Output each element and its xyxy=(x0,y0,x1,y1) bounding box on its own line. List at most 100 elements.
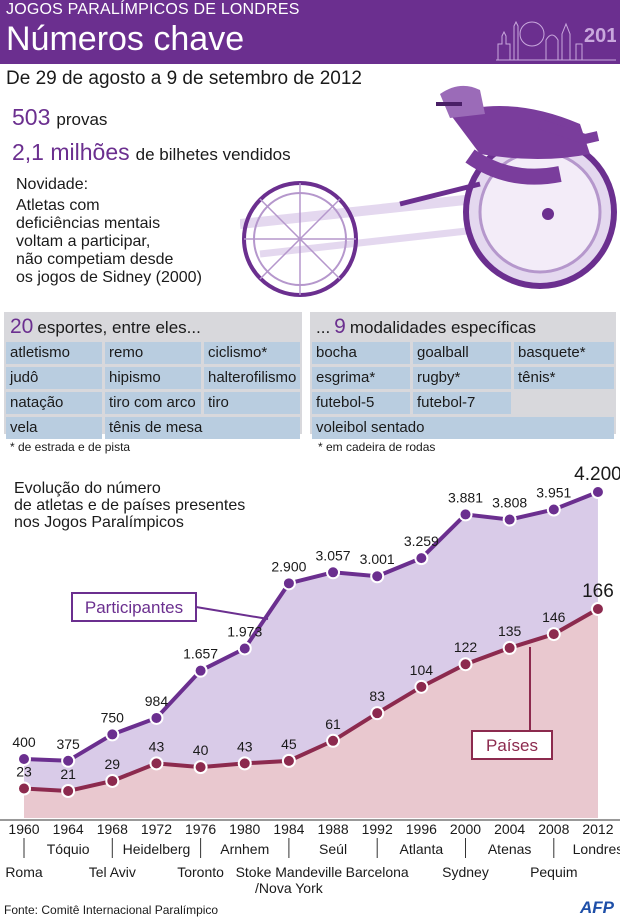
data-point xyxy=(590,485,605,499)
data-point xyxy=(326,565,341,580)
data-label: 1.657 xyxy=(183,646,218,662)
data-label: 3.881 xyxy=(448,489,483,505)
legend-box xyxy=(471,730,553,760)
x-tick-label: 2012 xyxy=(582,821,613,837)
sport-cell: tiro xyxy=(204,392,300,414)
data-point xyxy=(281,576,296,591)
modality-cell: goalball xyxy=(413,342,511,364)
novidade-line: Atletas com xyxy=(16,197,100,214)
data-point xyxy=(61,753,76,768)
modality-cell: futebol-7 xyxy=(413,392,511,414)
data-label: 3.808 xyxy=(492,495,527,511)
chart-title-line: nos Jogos Paralímpicos xyxy=(14,514,184,531)
data-label: 146 xyxy=(542,609,566,625)
sport-cell: judô xyxy=(6,367,102,389)
modality-cell: tênis* xyxy=(514,367,614,389)
data-point xyxy=(458,507,473,522)
modalities-panel: ... 9 modalidades específicas bocha goalba… xyxy=(310,312,616,439)
data-label: 166 xyxy=(582,581,614,602)
sport-cell: hipismo xyxy=(105,367,201,389)
x-tick-label: 2008 xyxy=(538,821,569,837)
data-point xyxy=(17,752,31,766)
data-point xyxy=(326,733,341,748)
data-label: 29 xyxy=(105,756,121,772)
city-label: Sydney xyxy=(442,864,489,880)
stat-tickets: 2,1 milhões de bilhetes vendidos xyxy=(12,139,291,166)
x-tick-label: 2004 xyxy=(494,821,525,837)
data-point xyxy=(458,657,473,672)
modalities-count: 9 xyxy=(334,315,346,338)
modalities-prefix: ... xyxy=(316,318,331,337)
city-label: Heidelberg xyxy=(123,841,191,857)
paralympics-chart: 400 375 750 984 1.657 1.973 2.900 3.057 3.001 3.2… xyxy=(0,464,620,896)
kicker: JOGOS PARALÍMPICOS DE LONDRES xyxy=(6,1,300,18)
city-label: Toronto xyxy=(177,864,224,880)
chart-title-line: de atletas e de países presentes xyxy=(14,497,246,514)
data-point xyxy=(149,710,164,725)
london-skyline-icon: 2012 xyxy=(496,20,616,61)
sport-cell: atletismo xyxy=(6,342,102,364)
x-tick-label: 1984 xyxy=(273,821,304,837)
modality-cell: rugby* xyxy=(413,367,511,389)
data-point xyxy=(237,756,252,771)
novidade-note: Novidade: Atletas com deficiências menta… xyxy=(16,176,246,287)
data-label: 122 xyxy=(454,639,478,655)
city-label: /Nova York xyxy=(255,880,324,896)
data-point xyxy=(370,706,385,721)
data-label: 43 xyxy=(237,738,253,754)
data-label: 750 xyxy=(101,709,125,725)
city-label: Stoke Mandeville xyxy=(236,864,343,880)
novidade-heading: Novidade: xyxy=(16,176,89,193)
data-label: 135 xyxy=(498,623,522,639)
data-label: 23 xyxy=(16,763,32,779)
city-label: Barcelona xyxy=(346,864,409,880)
data-point xyxy=(546,627,561,642)
data-point xyxy=(414,551,429,566)
data-label: 3.057 xyxy=(316,547,351,563)
modalities-title-text: modalidades específicas xyxy=(349,318,537,337)
data-label: 3.259 xyxy=(404,533,439,549)
data-point xyxy=(281,753,296,768)
city-label: Seúl xyxy=(319,841,347,857)
city-label: Atenas xyxy=(488,841,532,857)
x-tick-label: 1980 xyxy=(229,821,260,837)
sport-cell: tênis de mesa xyxy=(105,417,300,439)
city-label: Tóquio xyxy=(47,841,90,857)
novidade-line: deficiências mentais xyxy=(16,215,161,232)
data-point xyxy=(237,641,252,656)
city-label: Pequim xyxy=(530,864,577,880)
event-dates: De 29 de agosto a 9 de setembro de 2012 xyxy=(6,68,362,89)
city-label: Roma xyxy=(5,864,43,880)
series-line-1 xyxy=(23,607,599,794)
data-point xyxy=(17,781,31,796)
data-label: 1.973 xyxy=(227,623,262,639)
sport-cell: natação xyxy=(6,392,102,414)
data-label: 104 xyxy=(410,662,434,678)
data-point xyxy=(61,784,76,798)
data-point xyxy=(193,663,208,678)
novidade-line: não competiam desde xyxy=(16,251,174,268)
modalities-panel-title: ... 9 modalidades específicas xyxy=(316,315,536,339)
modalities-footnote: * em cadeira de rodas xyxy=(318,440,436,454)
sport-cell: remo xyxy=(105,342,201,364)
modality-cell: bocha xyxy=(312,342,410,364)
sport-cell: vela xyxy=(6,417,102,439)
data-point xyxy=(149,756,164,771)
x-tick-label: 2000 xyxy=(450,821,481,837)
legend-connector xyxy=(195,606,269,620)
data-point xyxy=(590,602,605,616)
data-point xyxy=(105,773,120,788)
sports-footnote: * de estrada e de pista xyxy=(10,440,131,454)
data-label: 984 xyxy=(145,693,169,709)
wheelchair-athlete-icon xyxy=(240,85,617,297)
series-line-0 xyxy=(23,490,599,763)
x-tick-label: 1988 xyxy=(317,821,348,837)
stat-label: provas xyxy=(56,110,108,129)
sport-cell: tiro com arco xyxy=(105,392,201,414)
stat-events: 503 provas xyxy=(12,104,107,131)
x-tick-label: 1968 xyxy=(97,821,128,837)
city-label: Tel Aviv xyxy=(89,864,136,880)
data-label: 4.200 xyxy=(574,464,620,485)
sports-panel: 20 esportes, entre eles... atletismo remo… xyxy=(4,312,302,439)
data-label: 3.951 xyxy=(536,484,571,500)
